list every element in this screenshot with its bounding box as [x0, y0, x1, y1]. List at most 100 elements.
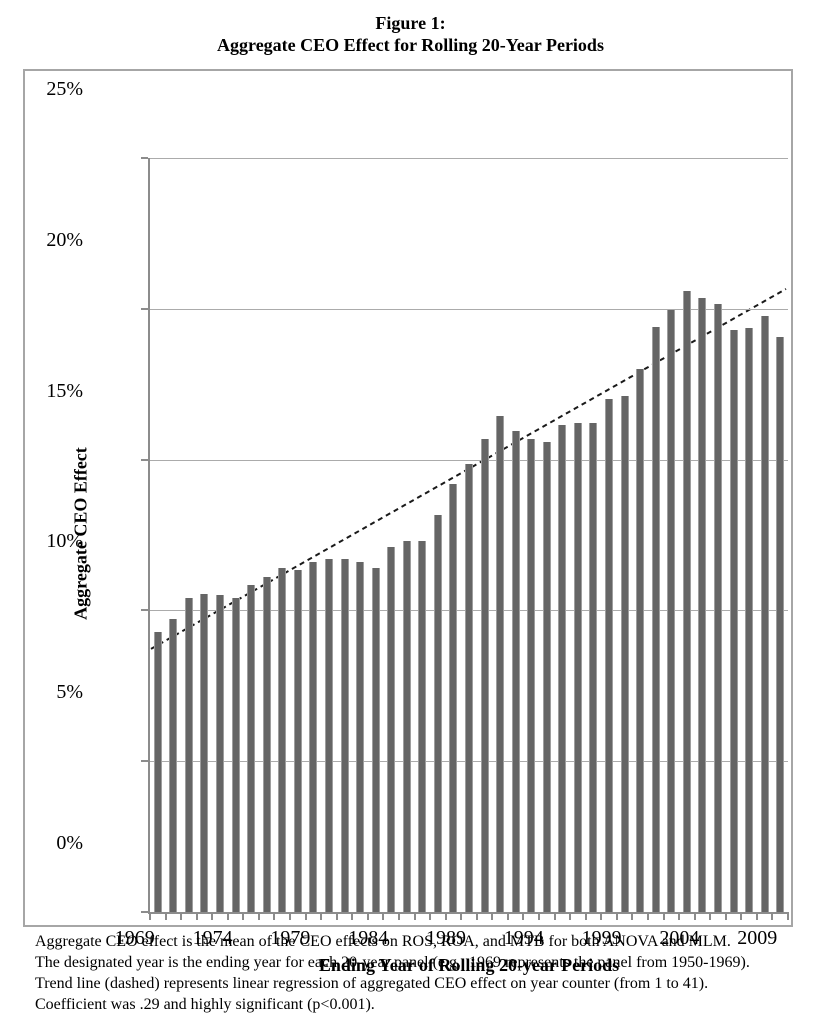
- x-axis-tick: [335, 914, 338, 920]
- x-axis-line: [148, 912, 789, 914]
- bar-1977: [278, 568, 287, 912]
- x-axis-tick: [584, 914, 587, 920]
- x-axis-tick: [180, 914, 183, 920]
- bar-1999: [620, 396, 629, 912]
- gridline-15%: [150, 459, 788, 461]
- x-axis-tick: [475, 914, 478, 920]
- y-axis-tick: [141, 760, 148, 763]
- y-tick-label-20%: 20%: [46, 228, 83, 251]
- x-axis-tick: [522, 914, 525, 920]
- bar-1991: [496, 415, 505, 912]
- figure-note: Aggregate CEO effect is the mean of the …: [35, 931, 801, 1015]
- y-axis-line: [148, 158, 150, 914]
- bar-1982: [356, 562, 365, 912]
- bar-1990: [480, 438, 489, 912]
- x-axis-tick: [366, 914, 369, 920]
- bar-1972: [200, 593, 209, 912]
- x-axis-tick: [569, 914, 572, 920]
- bar-1993: [527, 438, 536, 912]
- x-tick-label-1989: 1989: [426, 927, 466, 949]
- x-axis-tick: [444, 914, 447, 920]
- x-axis-tick: [164, 914, 167, 920]
- y-axis-tick: [141, 307, 148, 310]
- y-tick-label-15%: 15%: [46, 379, 83, 402]
- figure-note-line: Coefficient was .29 and highly significa…: [35, 996, 375, 1013]
- y-tick-label-0%: 0%: [56, 832, 83, 854]
- bar-2006: [729, 329, 738, 912]
- x-axis-tick: [678, 914, 681, 920]
- x-axis-tick: [429, 914, 432, 920]
- x-axis-tick: [351, 914, 354, 920]
- y-tick-label-10%: 10%: [46, 530, 83, 553]
- bar-2008: [760, 316, 769, 912]
- x-axis-tick: [662, 914, 665, 920]
- x-tick-label-1974: 1974: [192, 927, 233, 949]
- x-axis-tick: [538, 914, 541, 920]
- x-axis-tick: [242, 914, 245, 920]
- bar-1971: [184, 598, 193, 912]
- bar-1994: [542, 441, 551, 912]
- bar-1974: [231, 598, 240, 912]
- figure-note-line: Trend line (dashed) represents linear re…: [35, 975, 709, 992]
- bar-2009: [776, 337, 785, 912]
- figure-number: Figure 1:: [375, 13, 446, 33]
- bar-1973: [216, 595, 225, 912]
- x-tick-label-1994: 1994: [503, 927, 544, 949]
- y-tick-label-25%: 25%: [46, 78, 83, 100]
- bar-1979: [309, 562, 318, 912]
- bar-1998: [605, 399, 614, 912]
- x-axis-tick: [506, 914, 509, 920]
- y-axis-tick: [141, 157, 148, 159]
- x-axis-tick: [211, 914, 214, 920]
- x-axis-tick: [320, 914, 323, 920]
- x-axis-tick: [600, 914, 603, 920]
- x-axis-tick: [693, 914, 696, 920]
- bar-2007: [745, 328, 754, 912]
- x-axis-tick: [553, 914, 556, 920]
- bar-1996: [573, 423, 582, 912]
- x-tick-label-1979: 1979: [270, 927, 311, 949]
- bar-2002: [667, 310, 676, 912]
- bar-1983: [371, 568, 380, 912]
- x-tick-label-1984: 1984: [348, 927, 389, 949]
- x-axis-tick: [724, 914, 727, 920]
- x-axis-tick: [740, 914, 743, 920]
- figure-note-line: Aggregate CEO effect is the mean of the …: [35, 933, 731, 950]
- bar-2005: [713, 304, 722, 912]
- bar-2000: [636, 369, 645, 912]
- x-axis-tick: [397, 914, 400, 920]
- y-axis-tick: [141, 609, 148, 612]
- bar-1981: [340, 559, 349, 912]
- bar-1969: [153, 631, 162, 912]
- x-axis-tick: [289, 914, 292, 920]
- x-tick-label-1999: 1999: [581, 927, 622, 949]
- bar-1997: [589, 423, 598, 912]
- bar-1975: [247, 584, 256, 912]
- bar-1987: [433, 515, 442, 912]
- x-axis-tick: [615, 914, 618, 920]
- x-axis-tick: [304, 914, 307, 920]
- figure-title: Figure 1: Aggregate CEO Effect for Rolli…: [0, 12, 821, 56]
- bar-2004: [698, 298, 707, 912]
- x-axis-tick: [413, 914, 416, 920]
- plot-area: [141, 157, 789, 920]
- figure-note-line: The designated year is the ending year f…: [35, 954, 750, 971]
- x-axis-tick: [195, 914, 198, 920]
- bar-1995: [558, 424, 567, 912]
- bar-1992: [511, 430, 520, 912]
- x-axis-tick: [382, 914, 385, 920]
- x-axis-tick: [646, 914, 649, 920]
- x-axis-tick: [755, 914, 758, 920]
- y-axis-tick: [141, 458, 148, 461]
- bar-1980: [324, 559, 333, 912]
- x-axis-tick: [226, 914, 229, 920]
- gridline-25%: [150, 158, 788, 159]
- figure-caption-title: Aggregate CEO Effect for Rolling 20-Year…: [217, 35, 604, 55]
- x-axis-tick: [787, 914, 789, 920]
- x-tick-label-2004: 2004: [659, 927, 700, 949]
- bar-1985: [402, 541, 411, 912]
- chart-frame: Aggregate CEO Effect Ending Year of Roll…: [23, 69, 793, 975]
- bar-1970: [169, 619, 178, 912]
- x-axis-tick: [460, 914, 463, 920]
- y-tick-label-5%: 5%: [56, 681, 83, 704]
